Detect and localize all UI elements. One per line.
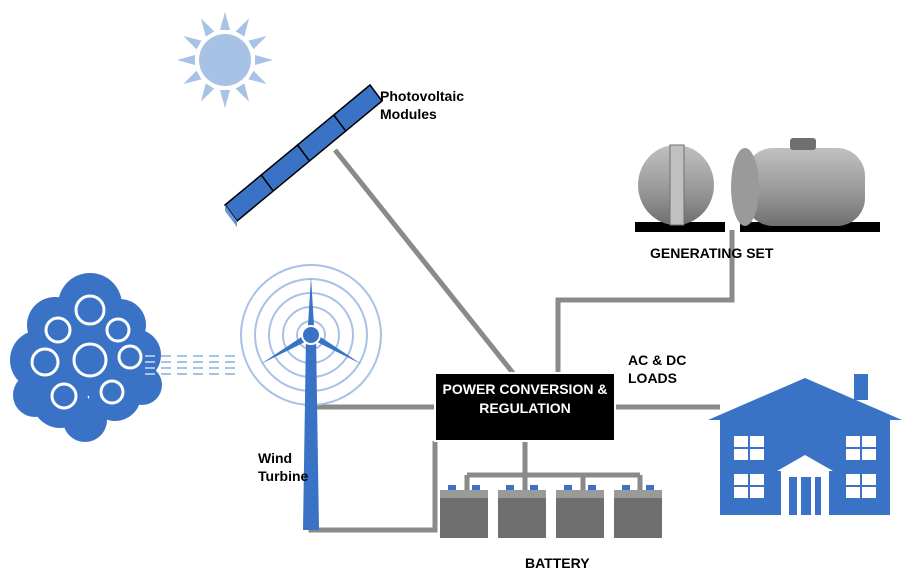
pv-label: Photovoltaic Modules [380,88,464,123]
sun-icon [177,12,273,108]
wind-cloud-icon [10,273,240,442]
battery-label: BATTERY [525,555,590,573]
wind-label: Wind Turbine [258,450,308,485]
house-icon [708,374,902,515]
battery-bank-icon [440,485,662,538]
genset-icon [635,138,880,232]
genset-label: GENERATING SET [650,245,773,263]
converter-label: POWER CONVERSION & REGULATION [435,380,615,418]
wind-turbine-icon [241,265,381,530]
loads-label: AC & DC LOADS [628,352,686,387]
pv-panel-icon [225,85,382,227]
